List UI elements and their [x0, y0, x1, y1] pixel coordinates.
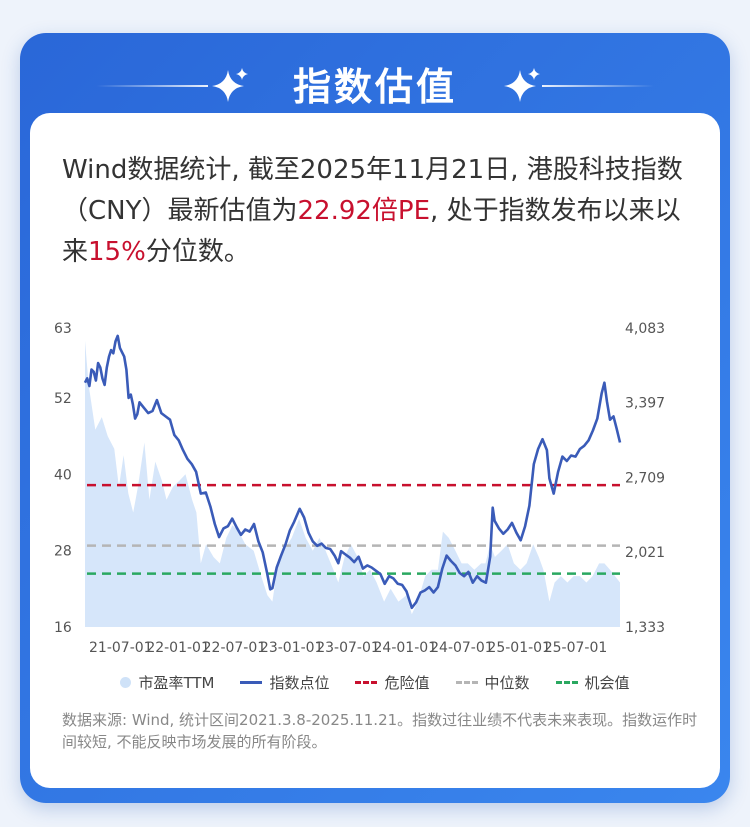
- y-right-tick-label: 2,709: [625, 470, 665, 486]
- intro-part-3: 分位数。: [145, 237, 250, 267]
- legend-label-danger: 危险值: [384, 674, 430, 692]
- y-left-tick-label: 40: [54, 467, 72, 483]
- source-note: 数据来源: Wind, 统计区间2021.3.8-2025.11.21。指数过往…: [62, 711, 698, 751]
- legend-swatch-median: [455, 681, 478, 684]
- valuation-chart: 63 52 40 28 16 4,083 3,397 2,709 2,021 1,333 21-07…: [54, 321, 665, 656]
- y-right-tick-label: 1,333: [625, 620, 665, 636]
- y-right-tick-label: 2,021: [625, 545, 665, 561]
- y-left-tick-label: 63: [54, 321, 72, 337]
- sparkle-icon-left: [212, 68, 248, 102]
- y-left-tick-label: 28: [54, 544, 72, 560]
- legend-label-opportunity: 机会值: [584, 674, 630, 692]
- index-line-series: [83, 334, 622, 610]
- legend-item-index: 指数点位: [240, 672, 329, 693]
- legend-item-opportunity: 机会值: [555, 672, 630, 693]
- x-tick-label: 24-01-01: [374, 640, 438, 656]
- legend-label-index: 指数点位: [269, 674, 330, 692]
- legend-swatch-index: [240, 681, 263, 684]
- y-right-tick-label: 3,397: [625, 396, 665, 412]
- x-tick-label: 23-07-01: [316, 640, 380, 656]
- legend-swatch-pe: [120, 677, 132, 688]
- legend-item-pe: 市盈率TTM: [120, 672, 214, 693]
- x-tick-label: 25-07-01: [544, 640, 608, 656]
- intro-part-2: , 处于指数发布以来以来: [62, 196, 681, 267]
- y-left-tick-label: 16: [54, 620, 72, 636]
- sparkle-icon-right: [504, 68, 540, 102]
- x-tick-label: 22-01-01: [146, 640, 210, 656]
- legend-swatch-opportunity: [555, 681, 578, 684]
- page-title: 指数估值: [292, 65, 457, 109]
- chart-legend: 市盈率TTM 指数点位 危险值 中位数 机会值: [0, 672, 750, 693]
- title-decor-line-left: [96, 85, 208, 87]
- title-decor-line-right: [542, 85, 654, 87]
- intro-part-1: Wind数据统计, 截至2025年11月21日, 港股科技指数（CNY）最新估值…: [62, 155, 683, 226]
- x-tick-label: 21-07-01: [89, 640, 153, 656]
- x-tick-label: 23-01-01: [260, 640, 324, 656]
- legend-item-danger: 危险值: [355, 672, 430, 693]
- percentile-value: 15%: [88, 237, 146, 267]
- y-left-tick-label: 52: [54, 391, 72, 407]
- legend-label-pe: 市盈率TTM: [138, 674, 215, 692]
- pe-value: 22.92倍PE: [297, 196, 431, 226]
- x-tick-label: 24-07-01: [430, 640, 494, 656]
- y-right-tick-label: 4,083: [625, 321, 665, 337]
- pe-area-series: [85, 340, 620, 627]
- legend-swatch-danger: [355, 681, 378, 684]
- x-tick-label: 25-01-01: [487, 640, 551, 656]
- legend-item-median: 中位数: [455, 672, 530, 693]
- legend-label-median: 中位数: [484, 674, 530, 692]
- intro-text: Wind数据统计, 截至2025年11月21日, 港股科技指数（CNY）最新估值…: [62, 150, 702, 273]
- x-tick-label: 22-07-01: [203, 640, 267, 656]
